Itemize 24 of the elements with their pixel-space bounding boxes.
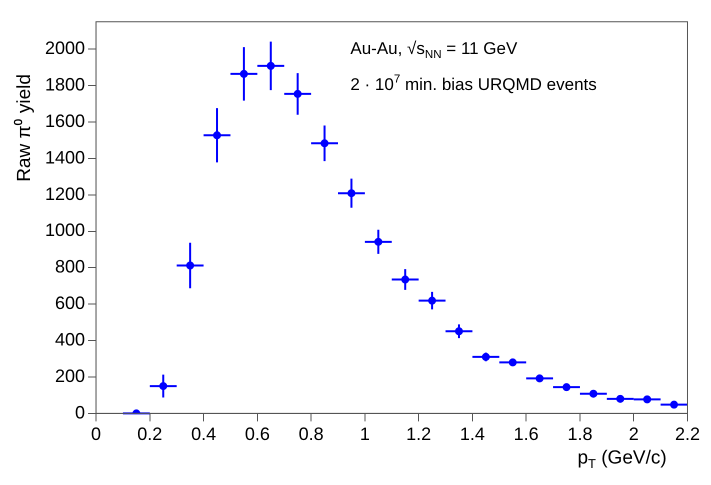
x-tick-label: 1 bbox=[360, 424, 370, 444]
y-tick-label: 400 bbox=[54, 330, 86, 350]
x-tick-label: 1.4 bbox=[460, 424, 485, 444]
x-tick-label: 0.2 bbox=[137, 424, 162, 444]
x-tick-label: 0.8 bbox=[298, 424, 324, 444]
y-tick-label: 1200 bbox=[44, 184, 86, 204]
x-tick-label: 1.2 bbox=[406, 424, 432, 444]
y-tick-label: 1400 bbox=[44, 147, 86, 168]
y-tick-label: 2000 bbox=[44, 38, 86, 58]
y-tick-label: 600 bbox=[54, 293, 86, 314]
x-tick-label: 2.2 bbox=[674, 424, 700, 444]
x-tick-label: 1.8 bbox=[567, 424, 592, 444]
x-tick-label: 1.6 bbox=[514, 424, 539, 444]
y-tick-label: 1000 bbox=[44, 220, 86, 240]
y-tick-label: 1800 bbox=[44, 74, 86, 95]
y-tick-label: 800 bbox=[54, 256, 86, 277]
y-axis-title: Raw π⁰ yield bbox=[13, 74, 35, 182]
x-tick-label: 0.6 bbox=[244, 424, 270, 444]
y-tick-label: 1600 bbox=[44, 110, 86, 131]
y-tick-label: 200 bbox=[54, 366, 86, 386]
y-tick-label: 0 bbox=[75, 402, 86, 422]
x-tick-label: 0.4 bbox=[191, 424, 216, 444]
x-tick-label: 2 bbox=[628, 424, 639, 444]
x-tick-label: 0 bbox=[91, 424, 102, 444]
